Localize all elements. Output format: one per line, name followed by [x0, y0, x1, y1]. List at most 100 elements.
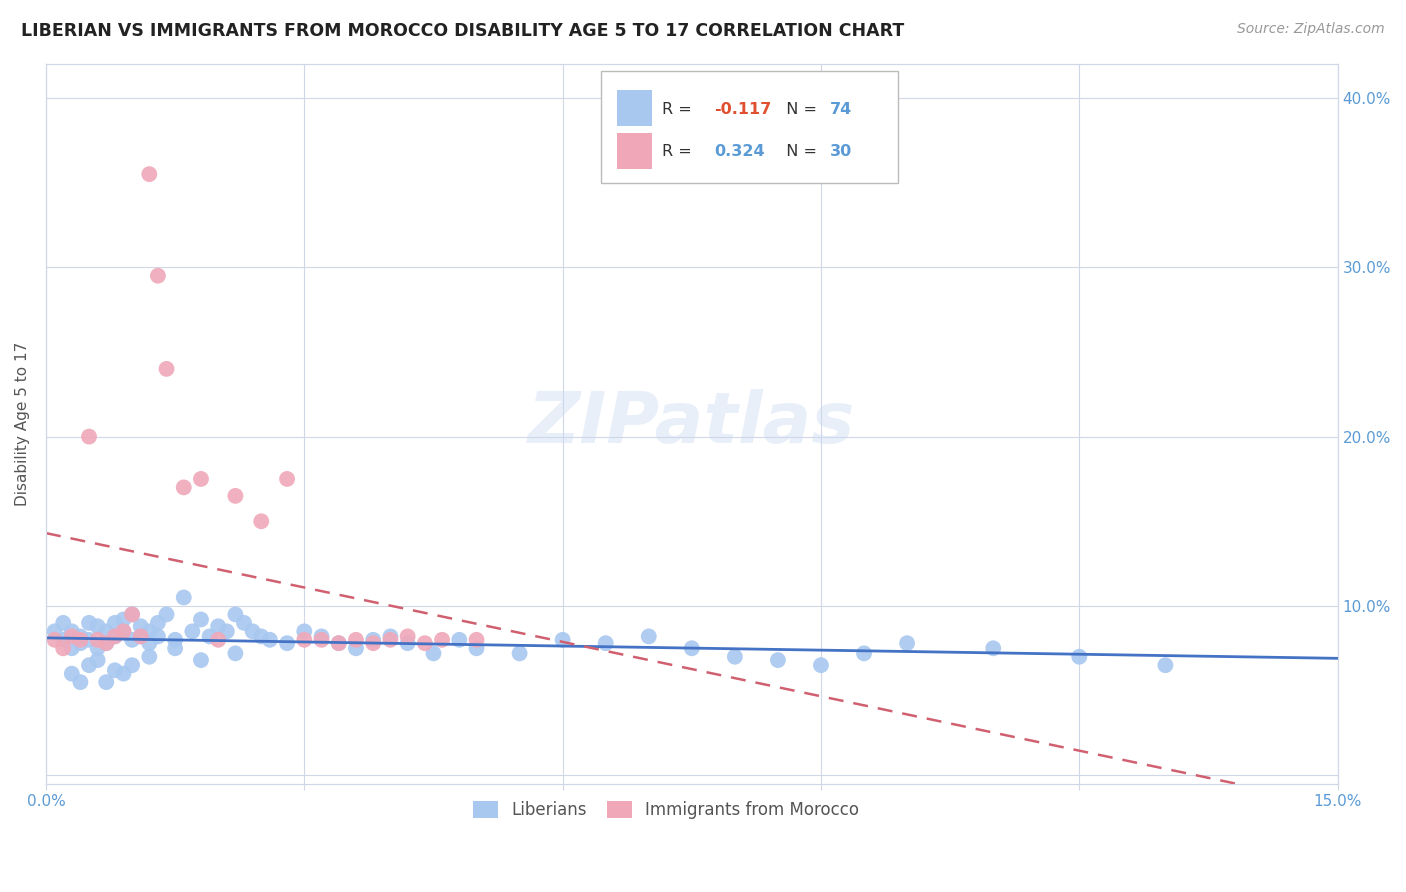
Point [1154, 658, 1177, 673]
Text: N =: N = [776, 102, 823, 117]
Point [276, 472, 298, 486]
Point [224, 607, 246, 622]
Point [129, 629, 152, 643]
Point [207, 632, 229, 647]
Point [121, 607, 143, 622]
Text: R =: R = [662, 145, 697, 160]
Point [190, 612, 212, 626]
Point [233, 615, 256, 630]
Point [96, 636, 118, 650]
Point [637, 629, 659, 643]
Text: 30: 30 [830, 145, 852, 160]
Point [328, 636, 350, 650]
Point [86, 653, 108, 667]
Point [112, 624, 135, 639]
Point [60, 624, 83, 639]
Point [104, 615, 127, 630]
Point [69, 675, 91, 690]
Point [766, 653, 789, 667]
Point [896, 636, 918, 650]
Point [86, 641, 108, 656]
Point [449, 632, 471, 647]
FancyBboxPatch shape [602, 71, 898, 183]
Point [551, 632, 574, 647]
Point [396, 629, 419, 643]
Point [292, 624, 315, 639]
Point [69, 636, 91, 650]
Point [292, 632, 315, 647]
Point [465, 632, 488, 647]
Point [173, 591, 195, 605]
Text: LIBERIAN VS IMMIGRANTS FROM MOROCCO DISABILITY AGE 5 TO 17 CORRELATION CHART: LIBERIAN VS IMMIGRANTS FROM MOROCCO DISA… [21, 22, 904, 40]
Point [138, 167, 160, 181]
Point [380, 632, 402, 647]
Point [155, 607, 177, 622]
Point [190, 472, 212, 486]
Point [96, 636, 118, 650]
Y-axis label: Disability Age 5 to 17: Disability Age 5 to 17 [15, 342, 30, 506]
Point [69, 629, 91, 643]
Point [77, 429, 100, 443]
Point [77, 632, 100, 647]
Point [112, 624, 135, 639]
Point [224, 646, 246, 660]
Point [311, 632, 333, 647]
Point [129, 619, 152, 633]
Point [190, 653, 212, 667]
Point [60, 629, 83, 643]
Text: 0.324: 0.324 [714, 145, 765, 160]
Point [276, 636, 298, 650]
Point [724, 649, 747, 664]
Point [155, 362, 177, 376]
Point [86, 632, 108, 647]
Point [146, 268, 169, 283]
Point [981, 641, 1004, 656]
Point [242, 624, 264, 639]
Point [250, 514, 273, 528]
Point [69, 632, 91, 647]
Point [146, 615, 169, 630]
Point [1069, 649, 1091, 664]
Point [311, 629, 333, 643]
Point [44, 624, 66, 639]
Point [853, 646, 876, 660]
Point [165, 632, 187, 647]
Point [509, 646, 531, 660]
Point [595, 636, 617, 650]
Point [173, 480, 195, 494]
Point [380, 629, 402, 643]
Point [52, 641, 75, 656]
Text: R =: R = [662, 102, 697, 117]
Point [138, 636, 160, 650]
Point [121, 658, 143, 673]
Point [121, 607, 143, 622]
Point [328, 636, 350, 650]
Point [198, 629, 221, 643]
FancyBboxPatch shape [617, 133, 652, 169]
Point [465, 641, 488, 656]
Point [250, 629, 273, 643]
Point [681, 641, 703, 656]
Text: 74: 74 [830, 102, 852, 117]
Legend: Liberians, Immigrants from Morocco: Liberians, Immigrants from Morocco [467, 794, 866, 826]
Point [344, 641, 367, 656]
Point [422, 646, 444, 660]
Point [810, 658, 832, 673]
Point [86, 619, 108, 633]
Text: -0.117: -0.117 [714, 102, 770, 117]
Point [104, 663, 127, 677]
Point [146, 629, 169, 643]
Text: Source: ZipAtlas.com: Source: ZipAtlas.com [1237, 22, 1385, 37]
Point [77, 658, 100, 673]
Point [44, 632, 66, 647]
Point [121, 632, 143, 647]
Point [96, 675, 118, 690]
Point [52, 632, 75, 647]
Point [138, 649, 160, 664]
Text: ZIPatlas: ZIPatlas [529, 390, 855, 458]
Point [112, 666, 135, 681]
Point [181, 624, 204, 639]
Point [361, 632, 384, 647]
Point [413, 636, 436, 650]
Point [60, 641, 83, 656]
